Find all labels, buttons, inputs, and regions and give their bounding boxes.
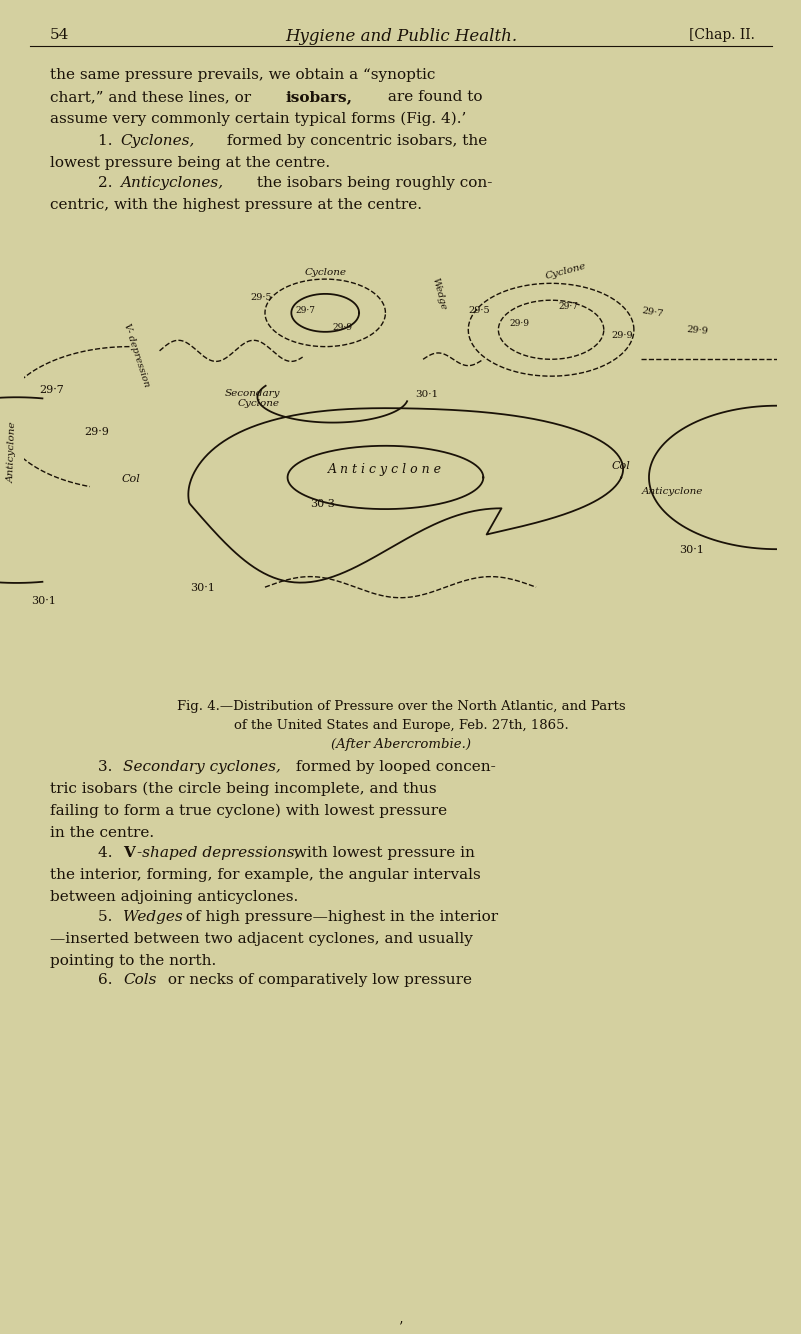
- Text: 30·1: 30·1: [416, 391, 439, 399]
- Text: between adjoining anticyclones.: between adjoining anticyclones.: [50, 890, 298, 904]
- Text: formed by looped concen-: formed by looped concen-: [291, 760, 496, 774]
- Text: Wedges: Wedges: [123, 910, 183, 923]
- Text: 29·7: 29·7: [558, 301, 578, 311]
- Text: V- depression: V- depression: [123, 321, 151, 388]
- Text: ’: ’: [399, 1321, 403, 1334]
- Text: centric, with the highest pressure at the centre.: centric, with the highest pressure at th…: [50, 197, 422, 212]
- Text: Wedge: Wedge: [431, 276, 448, 311]
- Text: Secondary
Cyclone: Secondary Cyclone: [224, 388, 280, 408]
- Text: of the United States and Europe, Feb. 27th, 1865.: of the United States and Europe, Feb. 27…: [234, 719, 569, 732]
- Text: 29·9: 29·9: [332, 323, 352, 332]
- Text: 29·5: 29·5: [469, 305, 490, 315]
- Text: Cyclones,: Cyclones,: [120, 133, 195, 148]
- Text: 29·9: 29·9: [84, 427, 109, 438]
- Text: pointing to the north.: pointing to the north.: [50, 954, 216, 967]
- Text: 29·9: 29·9: [611, 331, 633, 340]
- Text: 30·1: 30·1: [190, 583, 215, 594]
- Text: of high pressure—highest in the interior: of high pressure—highest in the interior: [181, 910, 498, 923]
- Text: 29·7: 29·7: [39, 386, 64, 395]
- Text: V: V: [123, 846, 135, 860]
- Text: Col: Col: [122, 474, 141, 484]
- Text: chart,” and these lines, or: chart,” and these lines, or: [50, 89, 256, 104]
- Text: 29·5: 29·5: [250, 293, 272, 303]
- Text: lowest pressure being at the centre.: lowest pressure being at the centre.: [50, 156, 330, 169]
- Text: the same pressure prevails, we obtain a “synoptic: the same pressure prevails, we obtain a …: [50, 68, 436, 81]
- Text: Cyclone: Cyclone: [545, 261, 588, 281]
- Text: 30·3: 30·3: [310, 499, 335, 510]
- Text: Fig. 4.—Distribution of Pressure over the North Atlantic, and Parts: Fig. 4.—Distribution of Pressure over th…: [177, 700, 626, 712]
- Text: assume very commonly certain typical forms (Fig. 4).’: assume very commonly certain typical for…: [50, 112, 466, 127]
- Text: the interior, forming, for example, the angular intervals: the interior, forming, for example, the …: [50, 868, 481, 882]
- Text: 29·7: 29·7: [642, 307, 664, 319]
- Text: tric isobars (the circle being incomplete, and thus: tric isobars (the circle being incomplet…: [50, 782, 437, 796]
- Text: 29·9: 29·9: [509, 319, 529, 328]
- Text: are found to: are found to: [383, 89, 482, 104]
- Text: or necks of comparatively low pressure: or necks of comparatively low pressure: [163, 974, 472, 987]
- Text: 3.: 3.: [98, 760, 117, 774]
- Text: 29·7: 29·7: [295, 305, 315, 315]
- Text: 29·9: 29·9: [686, 325, 709, 336]
- Text: Anticyclone: Anticyclone: [7, 422, 18, 483]
- Text: Secondary cyclones,: Secondary cyclones,: [123, 760, 281, 774]
- Text: A n t i c y c l o n e: A n t i c y c l o n e: [328, 463, 442, 475]
- Text: 1.: 1.: [98, 133, 118, 148]
- Text: Anticyclones,: Anticyclones,: [120, 176, 223, 189]
- Text: 30·1: 30·1: [679, 546, 704, 555]
- Text: (After Abercrombie.): (After Abercrombie.): [331, 738, 471, 751]
- Text: failing to form a true cyclone) with lowest pressure: failing to form a true cyclone) with low…: [50, 804, 447, 818]
- Text: —inserted between two adjacent cyclones, and usually: —inserted between two adjacent cyclones,…: [50, 931, 473, 946]
- Text: Hygiene and Public Health.: Hygiene and Public Health.: [285, 28, 517, 45]
- Text: Anticyclone: Anticyclone: [642, 487, 702, 496]
- Text: the isobars being roughly con-: the isobars being roughly con-: [252, 176, 493, 189]
- Text: 30·1: 30·1: [31, 596, 56, 606]
- Text: 6.: 6.: [98, 974, 118, 987]
- Text: isobars,: isobars,: [286, 89, 353, 104]
- Text: 54: 54: [50, 28, 70, 41]
- Text: -shaped depressions,: -shaped depressions,: [137, 846, 300, 860]
- Text: 4.: 4.: [98, 846, 118, 860]
- Text: Cyclone: Cyclone: [304, 268, 346, 277]
- Text: formed by concentric isobars, the: formed by concentric isobars, the: [222, 133, 487, 148]
- Text: 2.: 2.: [98, 176, 118, 189]
- Text: with lowest pressure in: with lowest pressure in: [289, 846, 475, 860]
- Text: Col: Col: [611, 462, 630, 471]
- Text: in the centre.: in the centre.: [50, 826, 154, 840]
- Text: Cols: Cols: [123, 974, 156, 987]
- Text: 5.: 5.: [98, 910, 117, 923]
- Text: [Chap. II.: [Chap. II.: [689, 28, 755, 41]
